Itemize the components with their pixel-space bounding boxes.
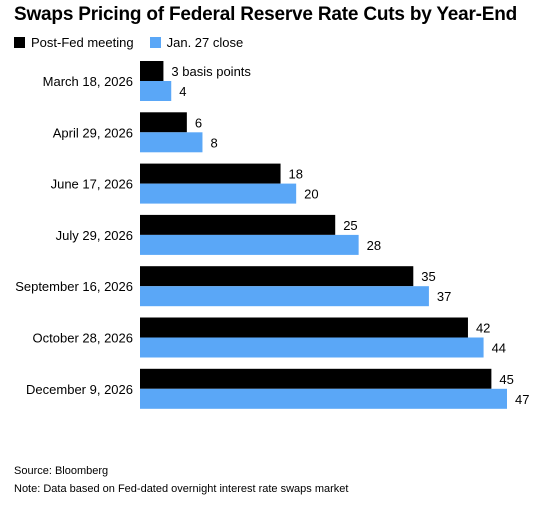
- data-label-post-fed-meeting-july-29-2026: 25: [343, 218, 357, 233]
- bar-post-fed-meeting-march-18-2026: [140, 61, 164, 81]
- legend-label-post-fed: Post-Fed meeting: [31, 35, 134, 50]
- bar-jan-27-close-september-16-2026: [140, 286, 429, 307]
- category-label-march-18-2026: March 18, 2026: [43, 74, 133, 89]
- category-label-june-17-2026: June 17, 2026: [51, 177, 133, 192]
- category-label-december-9-2026: December 9, 2026: [26, 382, 133, 397]
- data-label-jan-27-close-september-16-2026: 37: [437, 289, 451, 304]
- category-label-april-29-2026: April 29, 2026: [53, 125, 133, 140]
- data-label-jan-27-close-june-17-2026: 20: [304, 187, 318, 202]
- category-label-july-29-2026: July 29, 2026: [56, 228, 133, 243]
- data-label-jan-27-close-october-28-2026: 44: [492, 341, 506, 356]
- data-label-post-fed-meeting-march-18-2026: 3 basis points: [171, 64, 251, 79]
- bar-chart: March 18, 2026 3 basis points 4 April 29, 2…: [15, 61, 529, 409]
- category-label-september-16-2026: September 16, 2026: [15, 279, 133, 294]
- bar-jan-27-close-december-9-2026: [140, 388, 507, 409]
- data-label-post-fed-meeting-october-28-2026: 42: [476, 321, 490, 336]
- data-label-jan-27-close-april-29-2026: 8: [210, 135, 217, 150]
- source-note: Source: Bloomberg: [14, 465, 109, 477]
- category-label-october-28-2026: October 28, 2026: [33, 331, 133, 346]
- chart-title: Swaps Pricing of Federal Reserve Rate Cu…: [14, 4, 518, 25]
- bar-jan-27-close-april-29-2026: [140, 132, 203, 153]
- bar-jan-27-close-july-29-2026: [140, 234, 359, 255]
- data-label-jan-27-close-july-29-2026: 28: [367, 238, 381, 253]
- legend-swatch-jan-27: [149, 37, 161, 48]
- bar-jan-27-close-june-17-2026: [140, 183, 297, 204]
- legend-item-post-fed: Post-Fed meeting: [14, 35, 134, 50]
- legend-item-jan-27: Jan. 27 close: [149, 35, 244, 50]
- data-label-post-fed-meeting-september-16-2026: 35: [421, 269, 435, 284]
- data-label-post-fed-meeting-june-17-2026: 18: [289, 167, 303, 182]
- data-label-post-fed-meeting-december-9-2026: 45: [499, 372, 513, 387]
- bar-post-fed-meeting-december-9-2026: [140, 368, 492, 389]
- data-note: Note: Data based on Fed-dated overnight …: [14, 483, 349, 495]
- bar-post-fed-meeting-june-17-2026: [140, 163, 281, 184]
- bar-post-fed-meeting-april-29-2026: [140, 112, 187, 133]
- bar-post-fed-meeting-september-16-2026: [140, 266, 414, 287]
- data-label-jan-27-close-march-18-2026: 4: [179, 84, 186, 99]
- bar-post-fed-meeting-july-29-2026: [140, 214, 336, 235]
- data-label-jan-27-close-december-9-2026: 47: [515, 392, 529, 407]
- legend: Post-Fed meeting Jan. 27 close: [14, 35, 259, 50]
- legend-swatch-post-fed: [14, 37, 25, 48]
- legend-label-jan-27: Jan. 27 close: [166, 35, 244, 50]
- bar-jan-27-close-march-18-2026: [140, 81, 172, 101]
- data-label-post-fed-meeting-april-29-2026: 6: [195, 115, 202, 130]
- bar-post-fed-meeting-october-28-2026: [140, 317, 468, 338]
- bar-jan-27-close-october-28-2026: [140, 337, 484, 358]
